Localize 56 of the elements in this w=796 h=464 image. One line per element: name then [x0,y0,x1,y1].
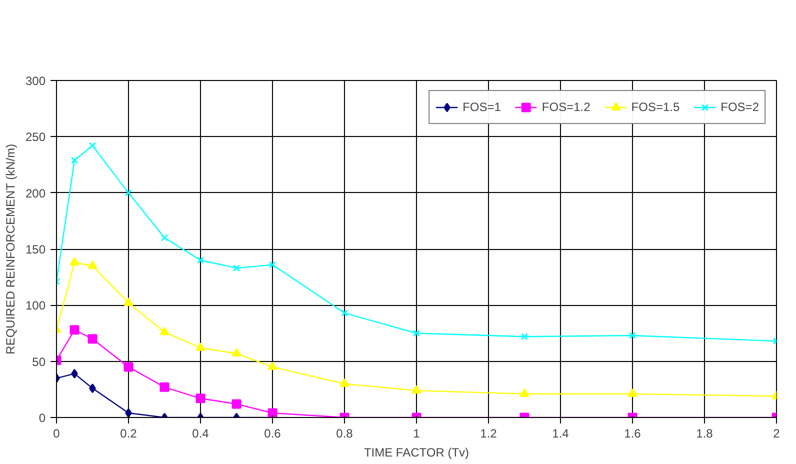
point [160,382,170,392]
point [88,260,98,269]
point [520,388,530,397]
y-axis-title: REQUIRED REINFORCEMENT (kN/m) [3,144,18,354]
point [70,156,78,164]
y-tick-label: 250 [25,130,46,144]
point [196,342,206,351]
x-tick-label: 0.8 [336,426,354,440]
point [125,408,132,418]
x-tick-label: 1.2 [480,426,498,440]
y-tick-label: 100 [25,298,46,313]
x-tick-label: 1 [413,426,420,440]
x-tick-label: 1.6 [624,426,642,440]
x-tick-label: 0.4 [192,426,210,440]
point [412,385,422,394]
point [268,362,278,370]
x-tick-label: 0.6 [264,426,282,440]
point [628,388,638,397]
point [232,264,240,272]
point [196,256,204,264]
x-tick-label: 0 [53,426,60,440]
y-tick-label: 150 [25,242,46,256]
y-tick-label: 0 [38,411,46,425]
point [340,378,350,387]
y-tick-label: 200 [25,186,46,200]
point [628,332,636,340]
point [160,326,170,336]
x-tick-label: 1.8 [696,426,714,440]
legend-label: FOS=1 [462,100,501,114]
x-tick-label: 1.4 [552,426,570,440]
point [124,189,132,196]
point [124,362,134,372]
x-axis-title: TIME FACTOR (Tv) [364,446,470,460]
y-tick-label: 300 [25,74,46,88]
point [268,408,278,418]
legend-label: FOS=1.5 [631,100,680,114]
point [70,257,80,266]
point [520,333,528,340]
y-tick-label: 50 [32,354,46,369]
point [71,368,78,378]
point [70,325,80,335]
point [124,298,134,306]
point [88,334,98,344]
point [232,399,242,409]
point [160,234,168,242]
point [268,261,276,268]
x-tick-label: 0.2 [120,426,138,440]
point [196,394,206,404]
point [88,142,96,150]
x-tick-label: 2 [773,426,780,440]
point [89,384,96,394]
legend-label: FOS=2 [720,100,759,114]
point [232,348,242,357]
legend-label: FOS=1.2 [542,100,590,114]
point [340,309,348,317]
point [412,330,420,337]
